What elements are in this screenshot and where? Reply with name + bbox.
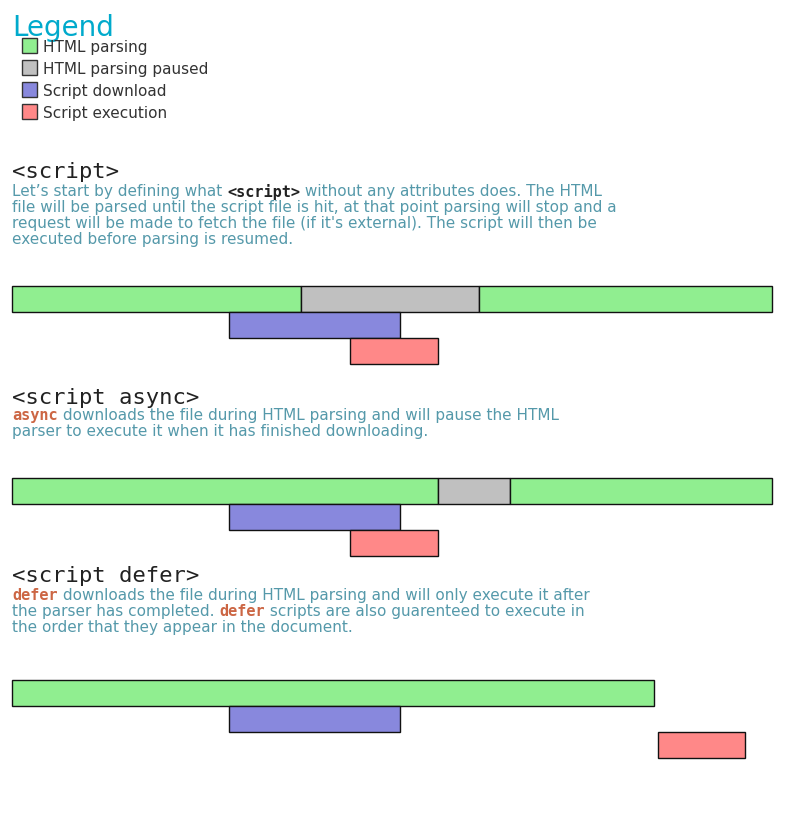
Bar [12, 478, 437, 504]
Bar [480, 286, 772, 312]
Bar [301, 286, 480, 312]
Bar [22, 82, 37, 97]
Bar [509, 478, 772, 504]
Text: Legend: Legend [12, 14, 114, 42]
Bar [658, 732, 746, 758]
Text: <script>: <script> [227, 184, 300, 200]
Text: defer: defer [219, 604, 265, 619]
Text: executed before parsing is resumed.: executed before parsing is resumed. [12, 232, 293, 247]
Bar [12, 286, 301, 312]
Text: Script execution: Script execution [43, 106, 167, 121]
Bar [350, 338, 437, 364]
Bar [22, 38, 37, 53]
Bar [437, 478, 509, 504]
Text: async: async [12, 408, 58, 423]
Text: file will be parsed until the script file is hit, at that point parsing will sto: file will be parsed until the script fil… [12, 200, 617, 215]
Text: Script download: Script download [43, 84, 167, 99]
Text: downloads the file during HTML parsing and will pause the HTML: downloads the file during HTML parsing a… [58, 408, 558, 423]
Text: parser to execute it when it has finished downloading.: parser to execute it when it has finishe… [12, 424, 429, 439]
Text: HTML parsing: HTML parsing [43, 40, 147, 55]
Text: Let’s start by defining what: Let’s start by defining what [12, 184, 227, 199]
Bar [350, 530, 437, 556]
Text: HTML parsing paused: HTML parsing paused [43, 62, 208, 77]
Text: scripts are also guarenteed to execute in: scripts are also guarenteed to execute i… [265, 604, 585, 619]
Bar [12, 680, 654, 706]
Bar [228, 504, 400, 530]
Text: request will be made to fetch the file (if it's external). The script will then : request will be made to fetch the file (… [12, 216, 597, 231]
Bar [22, 104, 37, 119]
Text: <script>: <script> [12, 162, 119, 182]
Text: downloads the file during HTML parsing and will only execute it after: downloads the file during HTML parsing a… [58, 588, 590, 603]
Text: the order that they appear in the document.: the order that they appear in the docume… [12, 620, 352, 635]
Bar [22, 60, 37, 75]
Text: without any attributes does. The HTML: without any attributes does. The HTML [300, 184, 602, 199]
Text: defer: defer [12, 588, 58, 603]
Text: the parser has completed.: the parser has completed. [12, 604, 219, 619]
Bar [228, 706, 400, 732]
Text: <script defer>: <script defer> [12, 566, 199, 586]
Bar [228, 312, 400, 338]
Text: <script async>: <script async> [12, 388, 199, 408]
